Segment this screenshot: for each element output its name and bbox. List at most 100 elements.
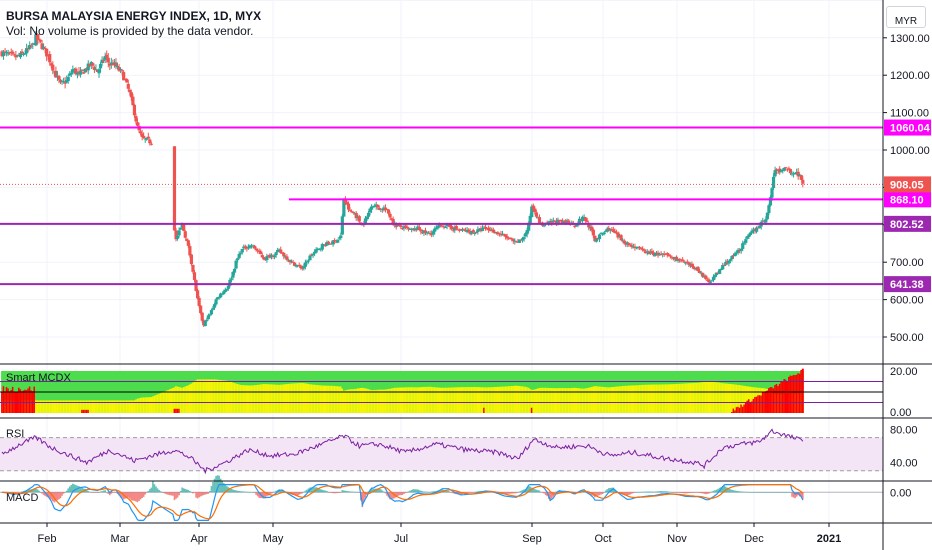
mcdx-yellow-bar [224,380,227,413]
macd-histogram-bar [145,492,148,493]
time-axis[interactable]: Feb Mar Apr May Jul Sep Oct Nov Dec 2021 [38,523,842,545]
mcdx-yellow-bar [738,385,741,413]
mcdx-red-bar [738,407,741,413]
mcdx-yellow-bar [67,400,70,413]
mcdx-yellow-bar [658,384,661,413]
macd-histogram-bar [629,492,632,495]
mcdx-red-bar [789,375,792,413]
candle-body [454,225,458,230]
candle-body [28,45,32,49]
macd-tick-label: 0.00 [890,487,911,499]
mcdx-yellow-bar [108,400,111,413]
mcdx-yellow-bar [295,383,298,413]
candle-body [503,234,508,237]
macd-histogram-bar [73,484,76,493]
rsi-band [0,437,883,471]
mcdx-red-bar [30,390,33,413]
mcdx-yellow-bar [64,400,67,413]
mcdx-yellow-bar [566,388,569,413]
mcdx-yellow-bar [104,400,107,413]
candle-body [58,80,63,83]
currency-button[interactable]: MYR [886,6,926,28]
macd-histogram-bar [771,492,773,493]
mcdx-yellow-bar [660,384,663,413]
mcdx-yellow-bar [427,386,430,413]
candle-body [531,205,535,210]
candle-body [584,217,588,222]
mcdx-yellow-bar [709,381,712,413]
macd-histogram-bar [218,475,220,493]
mcdx-yellow-bar [638,385,641,413]
mcdx-red-bar [794,375,797,413]
mcdx-yellow-bar [238,384,241,413]
mcdx-yellow-bar [245,385,248,413]
mcdx-yellow-bar [90,400,93,413]
mcdx-yellow-bar [81,400,84,413]
candle-body [118,69,123,71]
macd-histogram-bar [523,489,525,493]
candle-body [69,72,73,75]
macd-histogram-bar [654,491,656,493]
macd-histogram-bar [704,492,707,495]
mcdx-red-bar [797,373,800,413]
mcdx-yellow-bar [467,387,470,413]
candle-body [346,203,351,210]
mcdx-yellow-bar [458,387,461,413]
mcdx-yellow-bar [473,387,476,413]
candle-body [474,232,478,234]
candle-body [405,226,409,228]
mcdx-yellow-bar [524,386,527,413]
macd-histogram-bar [249,491,251,493]
mcdx-yellow-bar [107,400,110,413]
mcdx-yellow-bar [304,383,307,413]
candle-body [279,249,283,253]
mcdx-yellow-bar [68,400,71,413]
candle-body [419,229,423,232]
candle-body [587,222,591,228]
mcdx-yellow-bar [139,397,142,413]
mcdx-yellow-bar [209,379,211,413]
candle-body [252,245,257,249]
mcdx-yellow-bar [624,385,627,413]
macd-histogram-bar [238,490,240,493]
macd-histogram-bar [15,492,17,493]
macd-histogram-bar [112,492,114,493]
macd-histogram-bar [129,492,131,499]
mcdx-red-bar [800,369,803,413]
candle-body [139,131,143,134]
candle-body [43,47,47,49]
mcdx-yellow-bar [399,387,402,413]
macd-histogram-bar [176,492,179,498]
mcdx-red-bar [746,400,749,413]
mcdx-yellow-bar [552,388,555,413]
candle-body [311,253,315,256]
mcdx-yellow-bar [292,383,295,413]
candle-body [29,45,33,47]
mcdx-yellow-bar [181,387,184,413]
macd-histogram-bar [390,492,393,499]
mcdx-yellow-bar [36,400,39,413]
mcdx-yellow-bar [170,388,173,413]
candle-body [585,220,589,223]
mcdx-yellow-bar [564,388,567,413]
mcdx-yellow-bar [553,388,556,413]
macd-histogram-bar [795,492,798,497]
mcdx-red-bar [755,396,758,413]
mcdx-yellow-bar [687,383,690,413]
mcdx-red-bar [783,379,786,413]
mcdx-yellow-bar [495,386,498,413]
macd-histogram-bar [50,492,53,500]
level-price-text: 641.38 [890,279,924,291]
mcdx-tick-label: 0.00 [890,407,911,419]
candle-body [225,289,229,291]
mcdx-yellow-bar [691,383,693,413]
macd-histogram-bar [715,489,718,493]
price-axis[interactable]: 500.00600.00700.00800.00900.001000.00110… [883,33,930,499]
mcdx-yellow-bar [219,380,222,413]
macd-histogram-bar [410,490,413,493]
macd-histogram-bar [275,490,277,493]
mcdx-yellow-bar [416,387,419,413]
macd-histogram-bar [544,492,547,496]
candle-body [533,208,537,212]
macd-histogram-bar [281,489,284,493]
